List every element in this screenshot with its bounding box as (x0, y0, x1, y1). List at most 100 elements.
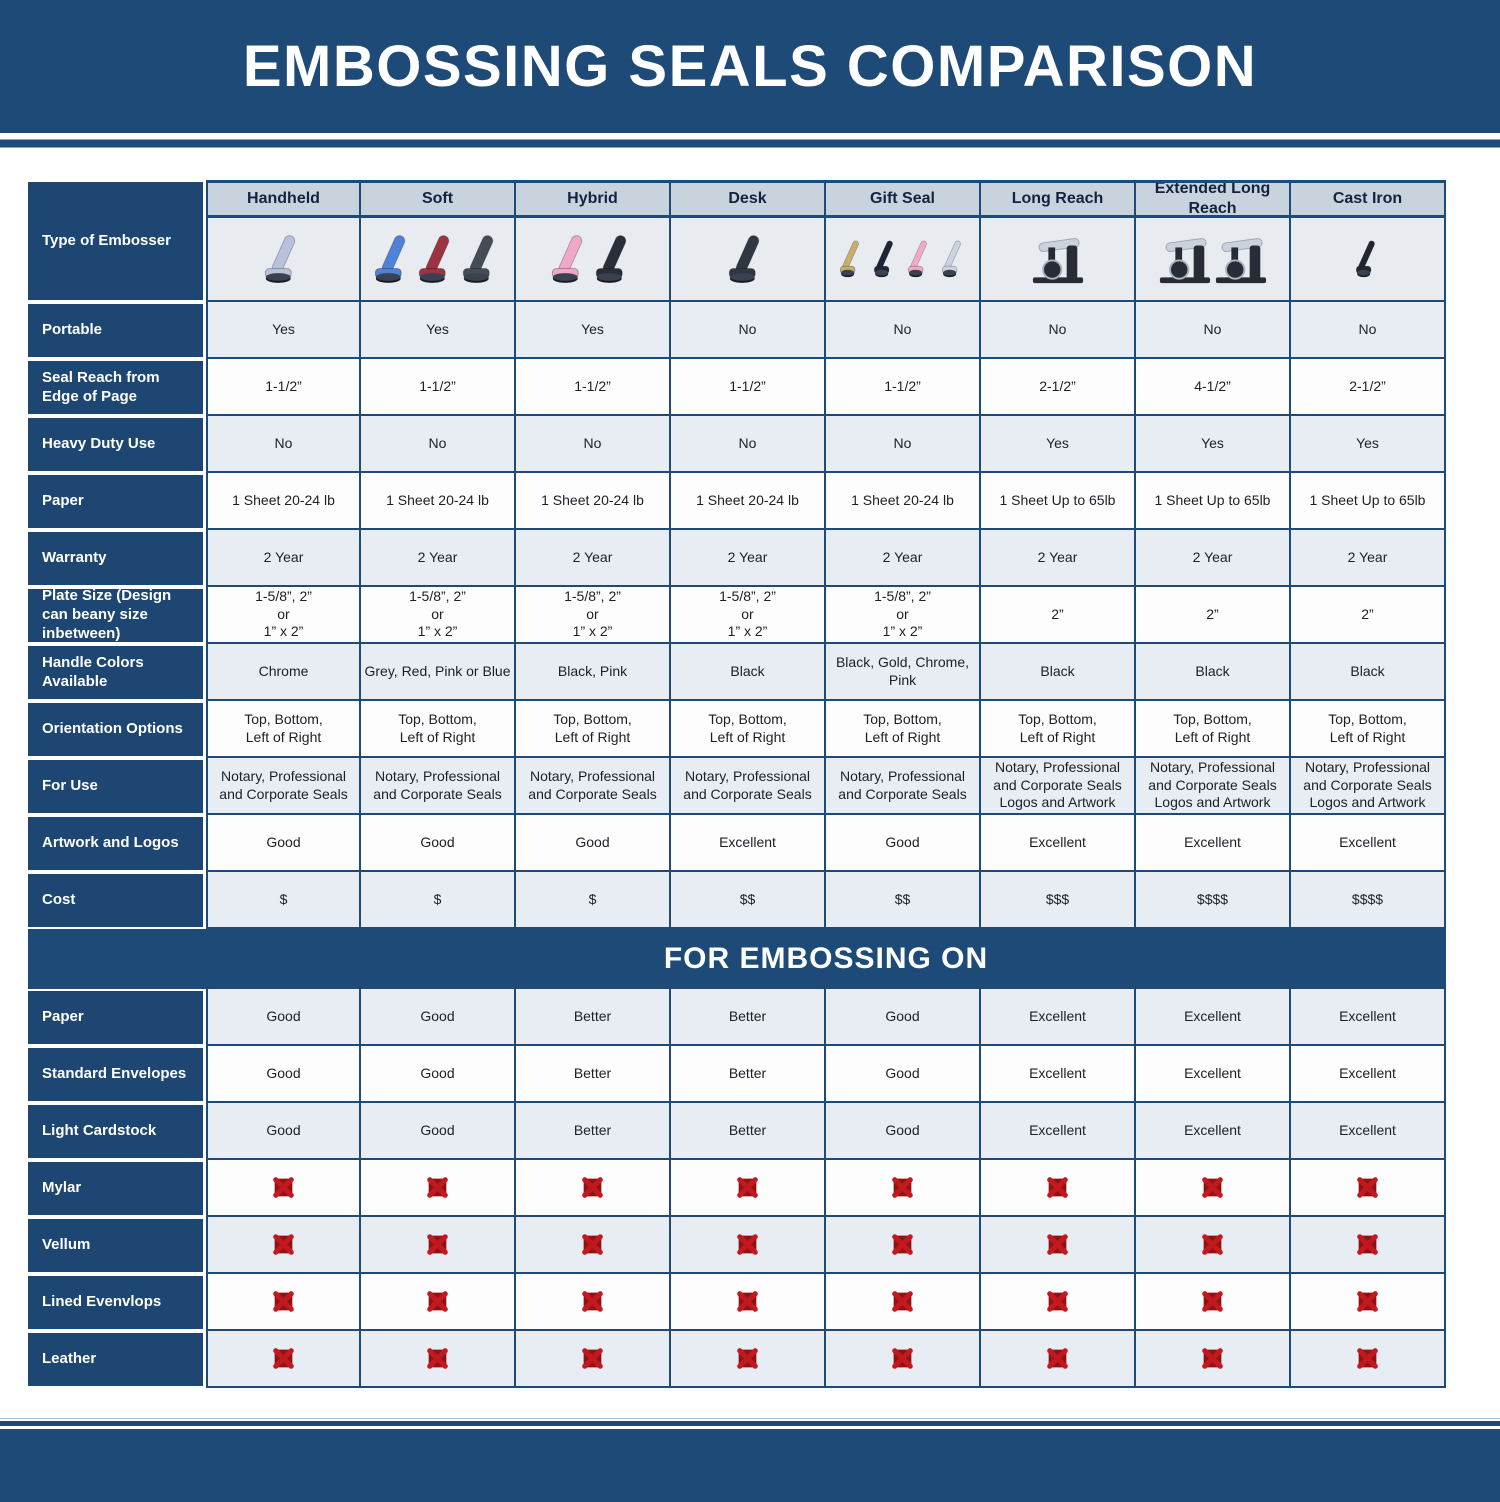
not-suitable-x-icon (273, 1177, 294, 1198)
table-cell: 1-1/2” (671, 359, 826, 416)
not-suitable-x-icon (427, 1348, 448, 1369)
table-cell: 2” (1136, 587, 1291, 644)
not-suitable-cell (1291, 1274, 1446, 1331)
table-cell: Better (671, 989, 826, 1046)
not-suitable-x-icon (1047, 1234, 1068, 1255)
divider-bar (0, 1421, 1500, 1426)
not-suitable-cell (671, 1217, 826, 1274)
table-cell: Excellent (981, 1046, 1136, 1103)
not-suitable-x-icon (892, 1348, 913, 1369)
not-suitable-x-icon (737, 1291, 758, 1312)
table-cell: Top, Bottom, Left of Right (981, 701, 1136, 758)
not-suitable-x-icon (1202, 1234, 1223, 1255)
table-cell: Top, Bottom, Left of Right (671, 701, 826, 758)
table-cell: Excellent (981, 815, 1136, 872)
table-cell: 1 Sheet 20-24 lb (361, 473, 516, 530)
footer-bar (0, 1429, 1500, 1502)
not-suitable-cell (1291, 1331, 1446, 1388)
table-cell: Black (981, 644, 1136, 701)
row-header-handle-colors-available: Handle Colors Available (28, 644, 206, 701)
table-cell: 1-1/2” (516, 359, 671, 416)
table-cell: Better (671, 1103, 826, 1160)
row-header-for-use: For Use (28, 758, 206, 815)
embosser-image-cell (1136, 218, 1291, 302)
not-suitable-x-icon (1202, 1348, 1223, 1369)
table-cell: 1 Sheet Up to 65lb (981, 473, 1136, 530)
not-suitable-x-icon (582, 1234, 603, 1255)
comparison-table: Type of Embosser Handheld Soft Hybrid Desk Gi… (28, 180, 1446, 1388)
table-cell: 1-5/8”, 2” or 1” x 2” (206, 587, 361, 644)
divider-bar (0, 139, 1500, 148)
table-cell: 2 Year (516, 530, 671, 587)
divider-hairline (0, 1418, 1500, 1419)
column-header-extended-long-reach: Extended Long Reach (1136, 180, 1291, 218)
table-cell: 1-5/8”, 2” or 1” x 2” (361, 587, 516, 644)
not-suitable-cell (671, 1331, 826, 1388)
row-header-vellum: Vellum (28, 1217, 206, 1274)
table-cell: Top, Bottom, Left of Right (206, 701, 361, 758)
row-header-type-of-embosser: Type of Embosser (28, 180, 206, 302)
table-cell: Excellent (671, 815, 826, 872)
table-cell: Good (361, 1046, 516, 1103)
table-cell: 2 Year (1136, 530, 1291, 587)
not-suitable-x-icon (427, 1234, 448, 1255)
table-cell: 1-5/8”, 2” or 1” x 2” (671, 587, 826, 644)
not-suitable-x-icon (427, 1177, 448, 1198)
table-cell: Good (206, 1046, 361, 1103)
table-cell: Yes (361, 302, 516, 359)
not-suitable-cell (671, 1274, 826, 1331)
not-suitable-x-icon (1202, 1291, 1223, 1312)
table-cell: $ (361, 872, 516, 929)
table-cell: Excellent (1291, 989, 1446, 1046)
table-cell: Yes (1136, 416, 1291, 473)
not-suitable-cell (826, 1217, 981, 1274)
page-title: EMBOSSING SEALS COMPARISON (242, 34, 1258, 99)
not-suitable-cell (516, 1160, 671, 1217)
not-suitable-cell (206, 1331, 361, 1388)
not-suitable-x-icon (1357, 1177, 1378, 1198)
not-suitable-x-icon (1047, 1177, 1068, 1198)
table-cell: Black (1136, 644, 1291, 701)
handheld-embosser-image (263, 230, 305, 288)
column-header-handheld: Handheld (206, 180, 361, 218)
not-suitable-x-icon (582, 1291, 603, 1312)
column-header-hybrid: Hybrid (516, 180, 671, 218)
row-header-artwork-and-logos: Artwork and Logos (28, 815, 206, 872)
gift-seal-embosser-image (870, 230, 902, 288)
table-cell: No (981, 302, 1136, 359)
table-cell: 1 Sheet 20-24 lb (826, 473, 981, 530)
not-suitable-cell (206, 1160, 361, 1217)
table-cell: Yes (206, 302, 361, 359)
row-header-standard-envelopes: Standard Envelopes (28, 1046, 206, 1103)
table-cell: Excellent (1136, 815, 1291, 872)
not-suitable-x-icon (273, 1291, 294, 1312)
table-cell: 4-1/2” (1136, 359, 1291, 416)
embosser-image-cell (826, 218, 981, 302)
hybrid-embosser-image (550, 230, 592, 288)
table-cell: Black (671, 644, 826, 701)
hybrid-embosser-image (594, 230, 636, 288)
not-suitable-cell (516, 1331, 671, 1388)
row-header-lined-evenvlops: Lined Evenvlops (28, 1274, 206, 1331)
not-suitable-x-icon (1202, 1177, 1223, 1198)
table-cell: 2 Year (981, 530, 1136, 587)
column-header-long-reach: Long Reach (981, 180, 1136, 218)
not-suitable-x-icon (737, 1348, 758, 1369)
not-suitable-cell (516, 1274, 671, 1331)
not-suitable-cell (981, 1217, 1136, 1274)
embosser-image-cell (361, 218, 516, 302)
not-suitable-x-icon (892, 1234, 913, 1255)
divider-gap (0, 1426, 1500, 1429)
not-suitable-x-icon (1357, 1348, 1378, 1369)
gift-seal-embosser-image (904, 230, 936, 288)
soft-embosser-image (461, 230, 503, 288)
table-cell: 1 Sheet Up to 65lb (1291, 473, 1446, 530)
table-cell: No (671, 302, 826, 359)
table-cell: No (206, 416, 361, 473)
table-cell: No (516, 416, 671, 473)
table-cell: 1 Sheet Up to 65lb (1136, 473, 1291, 530)
table-cell: 1 Sheet 20-24 lb (516, 473, 671, 530)
divider-gap (0, 1419, 1500, 1421)
not-suitable-cell (361, 1274, 516, 1331)
desk-embosser-image (727, 230, 769, 288)
